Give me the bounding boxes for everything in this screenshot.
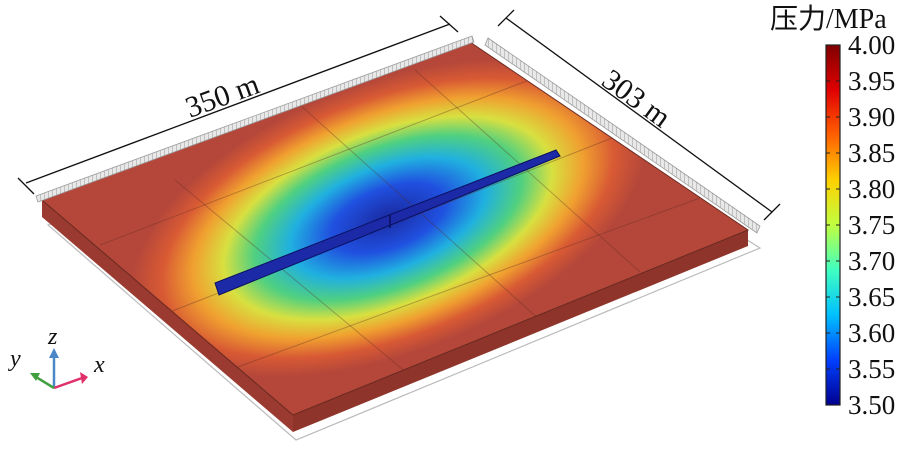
colorbar-tick-label: 3.55 <box>848 354 895 384</box>
colorbar-tick-label: 3.90 <box>848 102 895 132</box>
colorbar-title: 压力/MPa <box>770 3 887 35</box>
x-axis-arrow <box>53 376 83 390</box>
axes-triad: z x y <box>8 324 105 390</box>
length-label: 350 m <box>181 68 264 125</box>
width-rail <box>484 37 761 234</box>
y-axis-arrow <box>35 375 55 390</box>
colorbar-tick-label: 3.70 <box>848 246 895 276</box>
length-dimension <box>17 15 459 195</box>
plate-right-side <box>293 230 748 432</box>
colorbar-tick-label: 3.65 <box>848 282 895 312</box>
width-dimension <box>497 9 781 221</box>
colorbar-tick-label: 4.00 <box>848 30 895 60</box>
colorbar-tick-label: 3.95 <box>848 66 895 96</box>
plate-left-side <box>42 200 293 432</box>
fracture <box>214 149 561 296</box>
length-rail <box>35 35 475 203</box>
colorbar-tick-label: 3.50 <box>848 390 895 420</box>
colorbar-tick-label: 3.80 <box>848 174 895 204</box>
colorbar-ticks: 4.00 3.95 3.90 3.85 3.80 3.75 3.70 3.65 3.60 3.55… <box>826 30 895 420</box>
z-axis-label: z <box>47 324 58 350</box>
y-axis-label: y <box>8 346 21 372</box>
colorbar-tick-label: 3.60 <box>848 318 895 348</box>
colorbar-tick-label: 3.85 <box>848 138 895 168</box>
x-axis-label: x <box>93 352 105 378</box>
colorbar-tick-label: 3.75 <box>848 210 895 240</box>
